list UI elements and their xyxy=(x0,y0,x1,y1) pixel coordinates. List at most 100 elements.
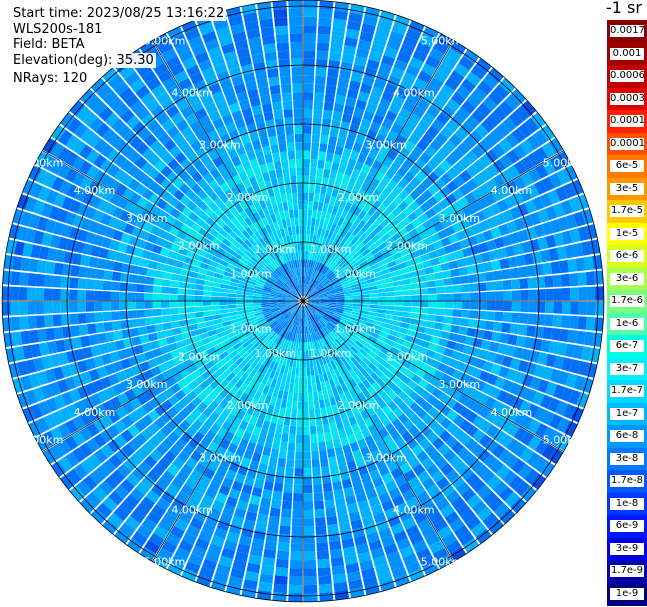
ray-bin xyxy=(392,494,405,507)
ray-bin xyxy=(297,325,301,335)
ray-bin xyxy=(310,425,317,435)
ray-bin xyxy=(221,42,236,55)
ray-bin xyxy=(345,269,354,276)
ray-bin xyxy=(377,228,388,238)
ray-bin xyxy=(319,449,328,459)
ray-bin xyxy=(418,378,429,389)
ray-bin xyxy=(202,184,214,196)
ray-bin xyxy=(381,499,395,512)
ray-bin xyxy=(366,216,376,227)
ray-bin xyxy=(214,272,224,280)
ray-bin xyxy=(427,418,440,431)
ray-bin xyxy=(344,231,352,240)
ray-bin xyxy=(409,504,424,517)
ray-bin xyxy=(369,293,379,298)
ray-bin xyxy=(295,342,299,351)
ray-bin xyxy=(134,170,147,183)
ray-bin xyxy=(202,306,212,312)
ray-bin xyxy=(94,184,108,198)
ray-bin xyxy=(427,171,440,184)
ray-bin xyxy=(494,213,506,226)
range-labels: 1.00km2.00km3.00km4.00km5.00km1.00km2.00… xyxy=(22,35,585,569)
ray-bin xyxy=(294,298,299,300)
ray-bin xyxy=(569,228,581,243)
ray-bin xyxy=(342,251,351,260)
ray-bin xyxy=(420,164,433,177)
ray-bin xyxy=(272,592,287,602)
ray-bin xyxy=(400,273,410,280)
ray-bin xyxy=(340,249,348,258)
ray-bin xyxy=(254,328,263,336)
ray-bin xyxy=(129,452,143,466)
ray-bin xyxy=(115,406,128,419)
ray-bin xyxy=(313,281,320,289)
ray-bin xyxy=(202,301,212,306)
ray-bin xyxy=(252,301,262,304)
ray-bin xyxy=(283,416,291,426)
ray-bin xyxy=(291,315,297,324)
ray-bin xyxy=(297,342,301,352)
ray-bin xyxy=(499,433,513,448)
ray-bin xyxy=(284,272,291,280)
ray-bin xyxy=(282,391,289,400)
ray-bin xyxy=(501,234,513,247)
ray-bin xyxy=(276,280,284,287)
ray-bin xyxy=(40,384,53,399)
ray-bin xyxy=(394,237,405,247)
ray-bin xyxy=(290,543,303,552)
ray-bin xyxy=(287,295,296,299)
ray-bin xyxy=(449,70,465,85)
ray-bin xyxy=(435,497,450,511)
ray-bin xyxy=(586,286,596,301)
ray-bin xyxy=(296,285,300,294)
ray-bin xyxy=(331,330,339,339)
ray-bin xyxy=(379,331,389,339)
ray-bin xyxy=(254,444,264,455)
ray-bin xyxy=(255,330,264,338)
ray-bin xyxy=(544,275,554,288)
ray-bin xyxy=(136,524,152,539)
ray-bin xyxy=(49,353,61,368)
ray-bin xyxy=(472,173,485,187)
ray-bin xyxy=(321,246,327,256)
ray-bin xyxy=(448,133,463,147)
ray-bin xyxy=(139,334,150,344)
ray-bin xyxy=(391,566,407,579)
ray-bin xyxy=(12,256,23,271)
ray-bin xyxy=(334,311,343,316)
azimuth-spoke xyxy=(302,40,454,302)
ray-bin xyxy=(102,311,112,322)
ray-bin xyxy=(555,400,568,416)
ray-bin xyxy=(290,252,295,261)
ray-bin xyxy=(511,290,521,301)
ray-bin xyxy=(398,413,409,425)
ray-bin xyxy=(179,319,189,327)
ray-bin xyxy=(345,242,354,252)
ray-bin xyxy=(298,209,303,218)
ray-bin xyxy=(437,525,453,540)
ray-bin xyxy=(353,301,362,304)
ray-bin xyxy=(226,263,236,271)
ray-bin xyxy=(279,67,291,77)
ray-bin xyxy=(303,33,317,43)
ray-bin xyxy=(249,224,258,234)
ray-bin xyxy=(304,309,307,318)
ray-bin xyxy=(344,362,352,371)
ray-bin xyxy=(151,385,163,397)
ray-bin xyxy=(313,349,318,359)
ray-bin xyxy=(431,470,445,484)
ray-bin xyxy=(377,292,387,297)
ray-bin xyxy=(89,470,104,485)
ray-bin xyxy=(462,385,474,397)
ray-bin xyxy=(355,229,365,239)
ray-bin xyxy=(158,69,173,84)
ray-bin xyxy=(272,388,279,398)
ray-bin xyxy=(286,450,295,460)
ray-bin xyxy=(138,326,148,336)
ray-bin xyxy=(161,315,171,323)
ray-bin xyxy=(521,100,537,117)
ray-bin xyxy=(346,271,355,279)
ray-bin xyxy=(361,263,370,271)
ray-bin xyxy=(69,485,85,502)
ray-bin xyxy=(309,305,317,312)
